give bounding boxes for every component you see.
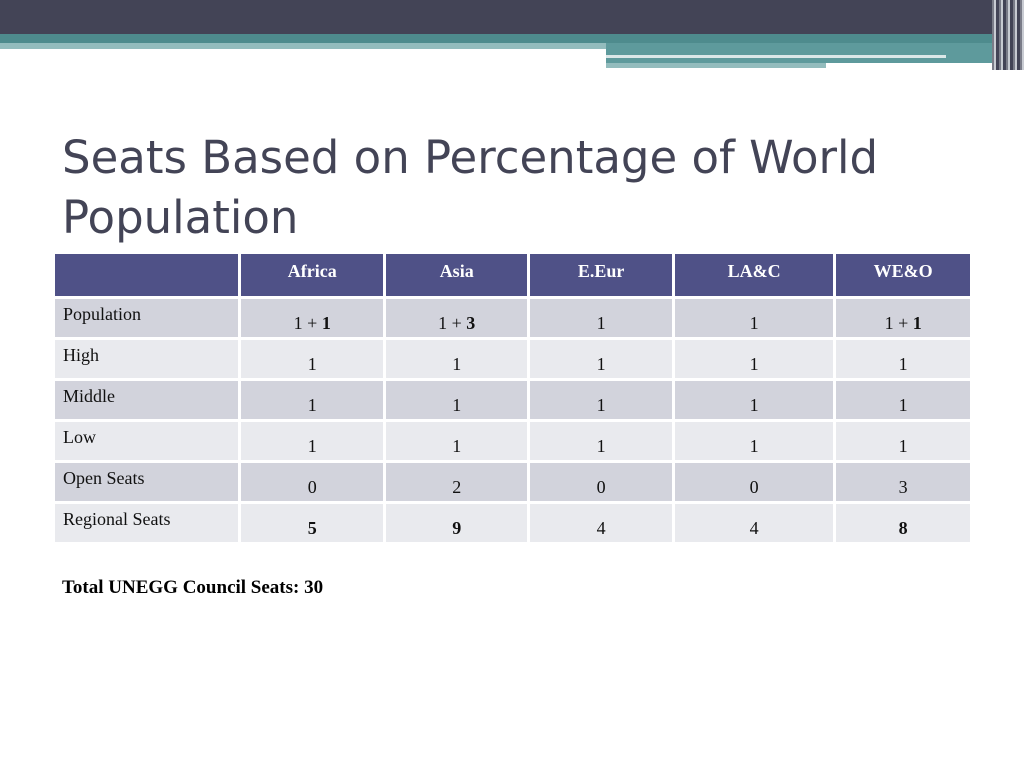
cell-value: 1	[898, 395, 908, 415]
cell-value-bold: 1	[321, 313, 331, 333]
cell-value: 4	[596, 518, 606, 538]
cell-value-bold: 8	[898, 518, 908, 538]
table-cell: 1	[238, 337, 386, 381]
table-cell: 1	[527, 378, 675, 422]
table-cell: 8	[833, 501, 973, 545]
row-label: Population	[51, 296, 242, 340]
column-header-africa: Africa	[238, 251, 386, 299]
table-cell: 1	[382, 337, 531, 381]
row-label: Middle	[51, 378, 242, 422]
cell-value: 1	[452, 354, 462, 374]
header-banner	[0, 0, 1024, 70]
table-cell: 1	[671, 378, 837, 422]
cell-value: 1	[452, 436, 462, 456]
column-header-lac: LA&C	[671, 251, 837, 299]
table-cell: 4	[671, 501, 837, 545]
table-cell: 1	[833, 419, 973, 463]
banner-stripes	[992, 0, 1024, 70]
row-label: High	[51, 337, 242, 381]
table-cell: 1	[238, 378, 386, 422]
cell-value: 1	[307, 436, 317, 456]
cell-value: 1	[749, 436, 759, 456]
table-cell: 0	[238, 460, 386, 504]
cell-value: 1	[596, 354, 606, 374]
cell-value: 1	[749, 354, 759, 374]
cell-value: 1	[307, 395, 317, 415]
cell-value: 1	[596, 436, 606, 456]
table-cell: 0	[527, 460, 675, 504]
table-cell: 1	[671, 337, 837, 381]
banner-light-teal-band	[0, 43, 606, 49]
total-seats-note: Total UNEGG Council Seats: 30	[62, 577, 324, 598]
table-cell: 1	[527, 296, 675, 340]
row-label: Low	[51, 419, 242, 463]
cell-value: 1 +	[884, 313, 913, 333]
cell-value: 1	[307, 354, 317, 374]
cell-value: 3	[898, 477, 908, 497]
cell-value: 1	[596, 395, 606, 415]
cell-value: 1	[898, 436, 908, 456]
cell-value: 1	[452, 395, 462, 415]
cell-value: 4	[749, 518, 759, 538]
table-row: Open Seats 0 2 0 0 3	[51, 460, 973, 504]
cell-value: 1	[596, 313, 606, 333]
table-cell: 2	[382, 460, 531, 504]
table-row: Middle 1 1 1 1 1	[51, 378, 973, 422]
cell-value: 0	[307, 477, 317, 497]
table-cell: 1	[527, 419, 675, 463]
table-header-row: Africa Asia E.Eur LA&C WE&O	[51, 251, 973, 299]
table-cell: 1 + 3	[382, 296, 531, 340]
banner-teal-band	[0, 34, 1024, 43]
cell-value-bold: 9	[452, 518, 462, 538]
cell-value: 1	[898, 354, 908, 374]
cell-value-bold: 5	[307, 518, 317, 538]
banner-dark-band	[0, 0, 1024, 34]
row-label: Open Seats	[51, 460, 242, 504]
table-cell: 3	[833, 460, 973, 504]
table-cell: 1	[238, 419, 386, 463]
table-cell: 1	[833, 378, 973, 422]
cell-value: 0	[596, 477, 606, 497]
cell-value: 1	[749, 313, 759, 333]
column-header-eeur: E.Eur	[527, 251, 675, 299]
table-row: Low 1 1 1 1 1	[51, 419, 973, 463]
cell-value-bold: 3	[466, 313, 476, 333]
banner-teal-block	[606, 43, 1024, 63]
cell-value: 1 +	[438, 313, 467, 333]
table-cell: 0	[671, 460, 837, 504]
cell-value: 1	[749, 395, 759, 415]
table-row: Regional Seats 5 9 4 4 8	[51, 501, 973, 545]
cell-value: 1 +	[293, 313, 322, 333]
seats-table: Africa Asia E.Eur LA&C WE&O Population 1 …	[51, 251, 973, 545]
table-cell: 1	[671, 296, 837, 340]
table-cell: 4	[527, 501, 675, 545]
slide-title: Seats Based on Percentage of World Popul…	[62, 131, 879, 244]
table-cell: 1	[382, 378, 531, 422]
table-cell: 1	[382, 419, 531, 463]
banner-accent-line	[606, 55, 946, 58]
table-cell: 1 + 1	[833, 296, 973, 340]
table-cell: 1	[527, 337, 675, 381]
column-header-empty	[51, 251, 242, 299]
banner-accent-line-lower	[606, 63, 826, 68]
column-header-asia: Asia	[382, 251, 531, 299]
table-row: High 1 1 1 1 1	[51, 337, 973, 381]
table-cell: 1	[833, 337, 973, 381]
cell-value: 2	[452, 477, 462, 497]
cell-value: 0	[749, 477, 759, 497]
table-cell: 5	[238, 501, 386, 545]
cell-value-bold: 1	[912, 313, 922, 333]
table-cell: 1	[671, 419, 837, 463]
column-header-weo: WE&O	[833, 251, 973, 299]
table-cell: 9	[382, 501, 531, 545]
row-label: Regional Seats	[51, 501, 242, 545]
table-cell: 1 + 1	[238, 296, 386, 340]
